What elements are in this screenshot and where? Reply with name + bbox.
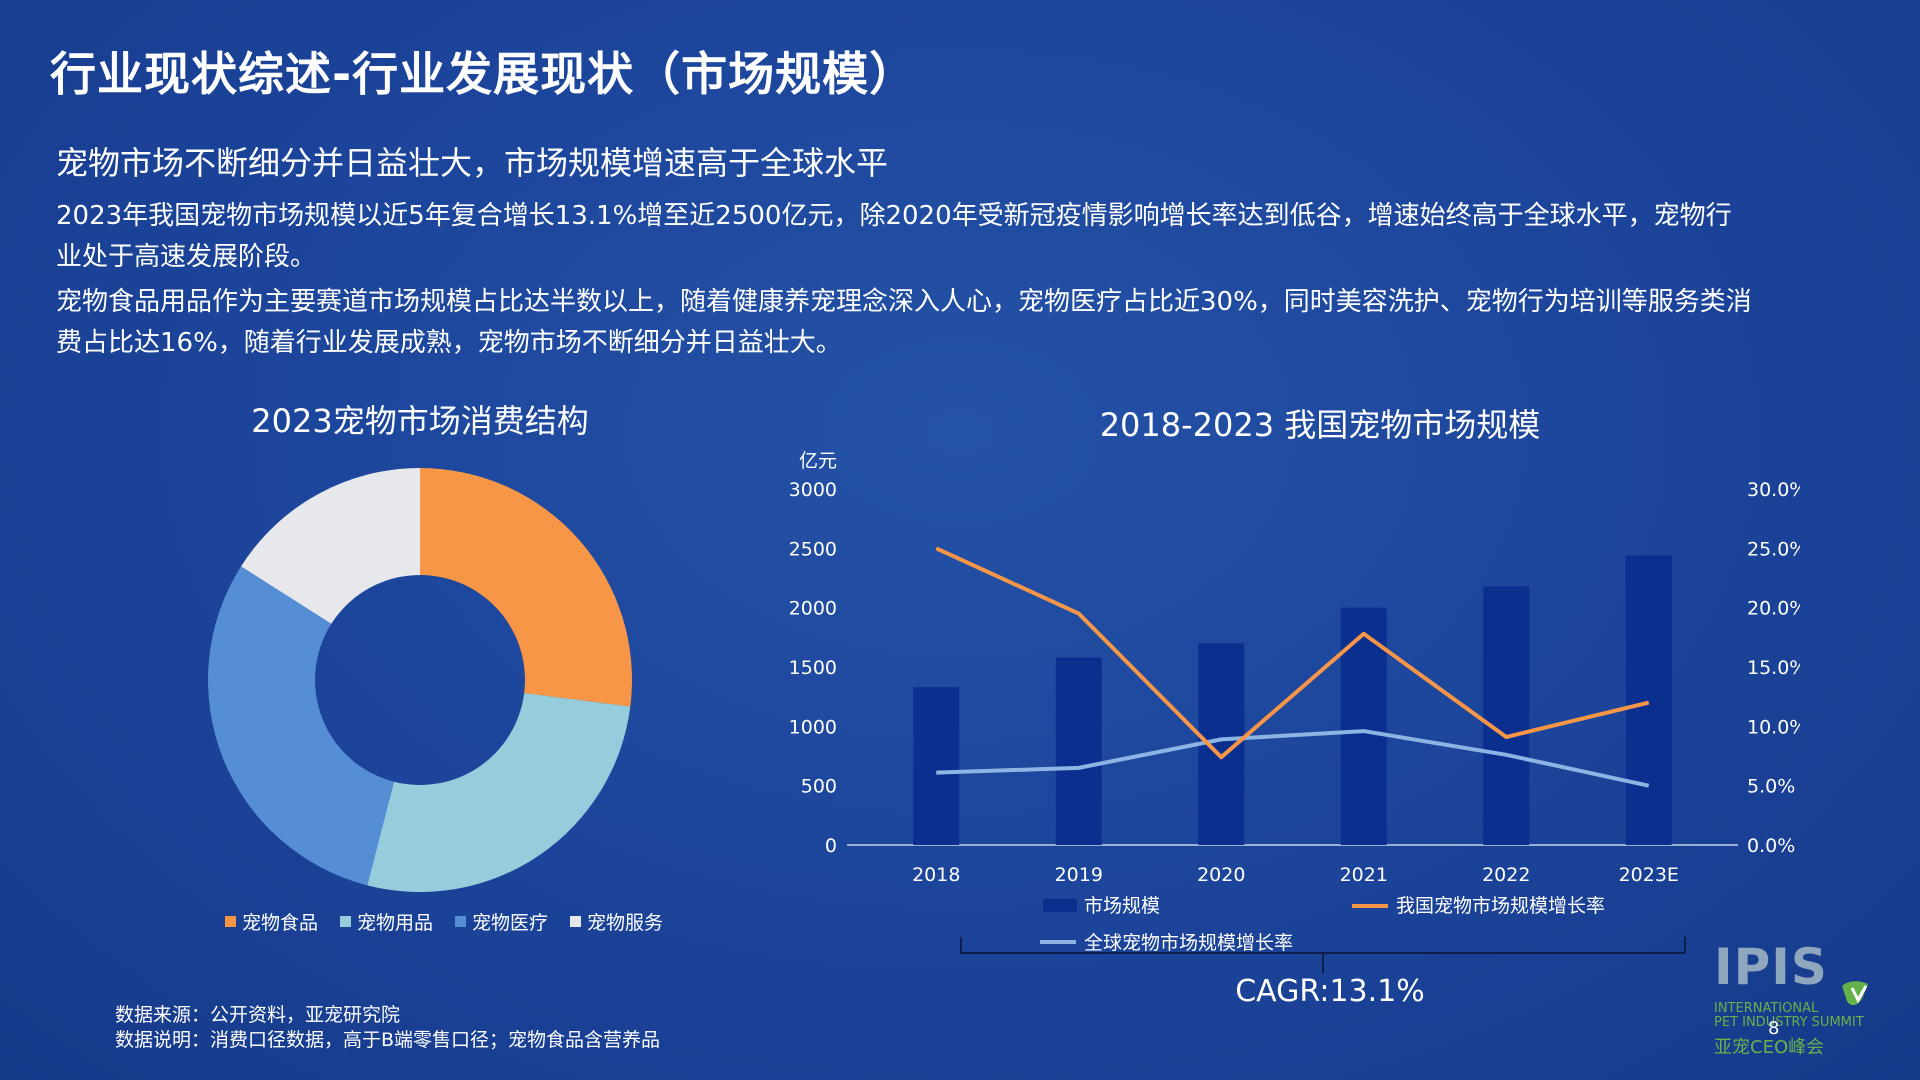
- logo-wordmark: IPIS: [1714, 938, 1828, 996]
- y-axis-unit: 亿元: [799, 450, 837, 472]
- consumption-structure-donut-chart: [207, 468, 632, 892]
- domestic-growth-rate-line: [935, 546, 1650, 760]
- y2-axis-tick-label: 10.0%: [1747, 716, 1800, 738]
- cagr-annotation: CAGR:13.1%: [1235, 974, 1425, 1009]
- x-axis-tick-label: 2023E: [1619, 864, 1679, 886]
- market-size-bar: [913, 687, 960, 845]
- y-axis-tick-label: 2000: [789, 598, 837, 620]
- x-axis-tick-label: 2018: [912, 864, 960, 886]
- legend-label-food: 宠物食品: [242, 912, 319, 934]
- y2-axis-tick-label: 25.0%: [1747, 538, 1800, 560]
- y-axis-tick-label: 1000: [789, 716, 837, 738]
- market-size-bar: [1483, 586, 1530, 845]
- legend-label-domestic-growth: 我国宠物市场规模增长率: [1396, 895, 1605, 917]
- y2-axis-tick-label: 0.0%: [1747, 835, 1795, 857]
- y2-axis-tick-label: 15.0%: [1747, 657, 1800, 679]
- legend-swatch-medical: [455, 916, 467, 927]
- pet-logo-icon: [1842, 981, 1868, 1006]
- page-title: 行业现状综述-行业发展现状（市场规模）: [50, 47, 917, 101]
- legend-label-supplies: 宠物用品: [357, 912, 434, 934]
- summary-paragraph-2: 宠物食品用品作为主要赛道市场规模占比达半数以上，随着健康养宠理念深入人心，宠物医…: [56, 287, 1752, 358]
- data-source-note: 数据来源：公开资料，亚宠研究院: [115, 1004, 401, 1026]
- global-growth-rate-line: [936, 729, 1650, 788]
- ipis-logo: IPIS INTERNATIONAL PET INDUSTRY SUMMIT 亚…: [1710, 938, 1890, 1060]
- pie-slice-food: [420, 468, 632, 707]
- pie-chart-title: 2023宠物市场消费结构: [251, 402, 589, 440]
- logo-subtitle-line2: PET INDUSTRY SUMMIT: [1714, 1015, 1864, 1030]
- y-axis-tick-label: 2500: [789, 538, 837, 560]
- market-size-bar: [1055, 657, 1102, 845]
- logo-chinese-name: 亚宠CEO峰会: [1714, 1037, 1825, 1058]
- summary-paragraph-1: 2023年我国宠物市场规模以近5年复合增长13.1%增至近2500亿元，除202…: [56, 201, 1732, 272]
- footnotes: 数据来源：公开资料，亚宠研究院 数据说明：消费口径数据，高于B端零售口径；宠物食…: [115, 1003, 660, 1053]
- page-number: 8: [1768, 1018, 1780, 1039]
- legend-item-food: 宠物食品: [225, 908, 318, 935]
- cagr-bracket: [960, 937, 1686, 973]
- pie-slice-supplies: [367, 693, 631, 892]
- legend-swatch-supplies: [340, 916, 352, 927]
- legend-swatch-market-size: [1043, 899, 1077, 912]
- market-size-bar: [1625, 555, 1672, 845]
- y2-axis-tick-label: 30.0%: [1747, 479, 1800, 501]
- y2-axis-tick-label: 5.0%: [1747, 776, 1795, 798]
- legend-label-global-growth: 全球宠物市场规模增长率: [1084, 932, 1293, 954]
- legend-swatch-food: [225, 916, 236, 927]
- data-definition-note: 数据说明：消费口径数据，高于B端零售口径；宠物食品含营养品: [115, 1029, 661, 1051]
- y-axis-tick-label: 0: [825, 835, 837, 857]
- legend-item-service: 宠物服务: [570, 908, 663, 935]
- pie-legend: 宠物食品 宠物用品 宠物医疗 宠物服务: [225, 908, 663, 935]
- legend-label-service: 宠物服务: [587, 912, 664, 934]
- logo-subtitle-line1: INTERNATIONAL: [1714, 1001, 1819, 1016]
- logo-subtitle: INTERNATIONAL PET INDUSTRY SUMMIT: [1714, 1002, 1864, 1030]
- x-axis-tick-label: 2019: [1055, 864, 1103, 886]
- legend-label-market-size: 市场规模: [1084, 895, 1160, 917]
- legend-swatch-service: [570, 916, 582, 927]
- y-axis-tick-label: 3000: [789, 479, 837, 501]
- x-axis-tick-label: 2022: [1482, 864, 1530, 886]
- headline: 宠物市场不断细分并日益壮大，市场规模增速高于全球水平: [56, 144, 889, 182]
- x-axis-tick-label: 2021: [1340, 864, 1388, 886]
- y2-axis-tick-label: 20.0%: [1747, 598, 1800, 620]
- legend-item-medical: 宠物医疗: [455, 908, 548, 935]
- pie-slice-medical: [207, 566, 394, 886]
- x-axis-tick-label: 2020: [1197, 864, 1245, 886]
- y-axis-tick-label: 1500: [789, 657, 837, 679]
- market-size-chart-title: 2018-2023 我国宠物市场规模: [1099, 406, 1541, 444]
- legend-item-supplies: 宠物用品: [340, 908, 433, 935]
- y-axis-tick-label: 500: [801, 776, 837, 798]
- pie-slice-service: [241, 468, 420, 624]
- market-size-combo-chart: 亿元 0 500 1000 1500 2000 2500 3000 0.0% 5.0% 10.0% 1…: [789, 450, 1800, 1009]
- legend-label-medical: 宠物医疗: [472, 912, 549, 934]
